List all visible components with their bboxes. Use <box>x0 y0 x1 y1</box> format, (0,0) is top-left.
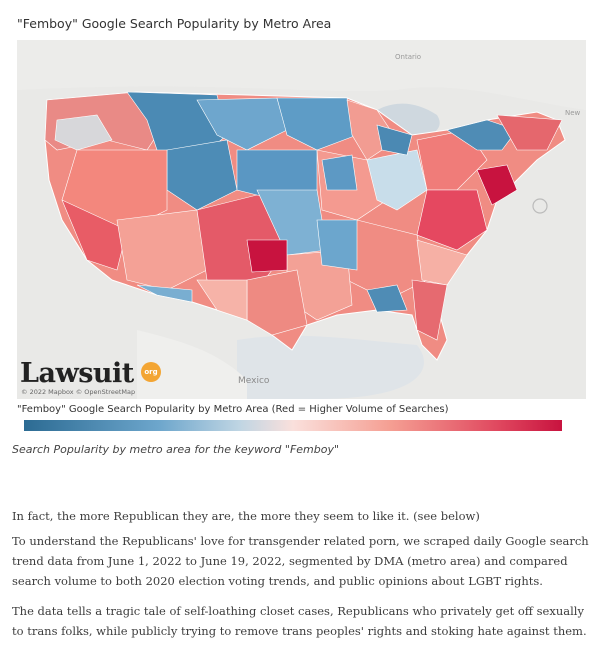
mexico-label: Mexico <box>238 376 270 386</box>
paragraph-3: The data tells a tragic tale of self-loa… <box>12 604 587 638</box>
logo-badge: org <box>141 362 161 382</box>
paragraph-2: To understand the Republicans' love for … <box>12 534 589 588</box>
ontario-label: Ontario <box>395 53 422 61</box>
viz-title: "Femboy" Google Search Popularity by Met… <box>17 16 332 31</box>
canada-land <box>17 40 586 110</box>
figure-caption: Search Popularity by metro area for the … <box>12 443 340 456</box>
lawsuit-logo: Lawsuit <box>20 358 134 389</box>
map-attribution[interactable]: © 2022 Mapbox © OpenStreetMap <box>21 388 136 396</box>
map-canvas <box>17 40 586 399</box>
mexico-land <box>137 330 247 399</box>
paragraph-1: In fact, the more Republican they are, t… <box>12 509 480 523</box>
metro-regions <box>44 91 563 341</box>
legend-title: "Femboy" Google Search Popularity by Met… <box>17 404 449 415</box>
legend-color-scale <box>24 420 562 431</box>
map-marker[interactable] <box>532 198 548 214</box>
choropleth-map[interactable]: Ontario New Mexico Lawsuit org © 2022 Ma… <box>17 40 586 399</box>
gulf-water <box>237 335 424 399</box>
new-label: New <box>565 109 581 117</box>
